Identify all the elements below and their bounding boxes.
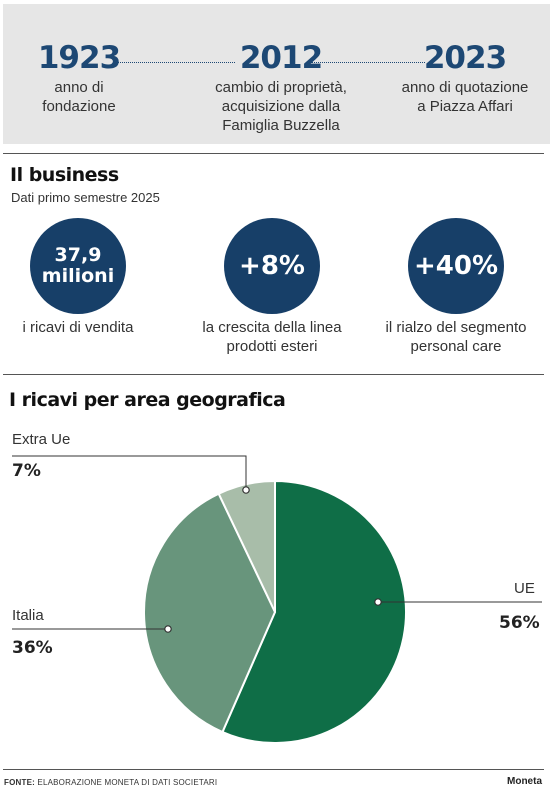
kpi-label: i ricavi di vendita — [22, 319, 134, 336]
leader-line — [12, 455, 247, 488]
timeline-year: 1923 — [37, 40, 121, 76]
slice-label-italia: Italia — [12, 607, 44, 624]
timeline-text: anno di quotazione a Piazza Affari — [401, 79, 529, 115]
pie-slice-extra-ue — [217, 479, 276, 613]
timeline-connector — [115, 62, 235, 63]
footer-brand: Moneta — [507, 776, 542, 787]
leader-dot — [242, 486, 250, 494]
kpi-value: 37,9 milioni — [30, 218, 126, 314]
kpi-growth-foreign: +8% la crescita della linea prodotti est… — [182, 218, 362, 356]
leader-dot — [374, 598, 382, 606]
timeline-text: cambio di proprietà, acquisizione dalla … — [215, 79, 347, 134]
chart-title: I ricavi per area geografica — [9, 389, 286, 411]
timeline-panel: 1923 anno di fondazione 2012 cambio di p… — [3, 4, 550, 144]
footer-source-label: FONTE: — [4, 778, 35, 787]
timeline-item: 2012 cambio di proprietà, acquisizione d… — [181, 42, 381, 135]
kpi-personal-care: +40% il rialzo del segmento personal car… — [366, 218, 546, 356]
business-subtitle: Dati primo semestre 2025 — [11, 190, 160, 205]
timeline-year: 2012 — [239, 40, 323, 76]
kpi-label: la crescita della linea prodotti esteri — [202, 319, 342, 355]
slice-value-extra-ue: 7% — [12, 461, 41, 481]
kpi-label: il rialzo del segmento personal care — [385, 319, 527, 355]
footer-divider — [3, 769, 544, 770]
section-divider — [3, 153, 544, 154]
leader-dot — [164, 625, 172, 633]
timeline-item: 2023 anno di quotazione a Piazza Affari — [385, 42, 545, 116]
kpi-value: +8% — [224, 218, 320, 314]
footer-source-text: ELABORAZIONE MONETA DI DATI SOCIETARI — [37, 778, 218, 787]
footer-source: FONTE: ELABORAZIONE MONETA DI DATI SOCIE… — [4, 778, 217, 787]
pie-slice-italia — [143, 492, 277, 734]
timeline-item: 1923 anno di fondazione — [19, 42, 139, 116]
slice-value-italia: 36% — [12, 638, 53, 658]
business-title: Il business — [10, 164, 119, 186]
pie-slice-ue — [221, 479, 407, 744]
timeline-year: 2023 — [423, 40, 507, 76]
timeline-text: anno di fondazione — [42, 79, 116, 115]
kpi-revenue: 37,9 milioni i ricavi di vendita — [0, 218, 168, 337]
slice-label-ue: UE — [514, 580, 535, 597]
kpi-value: +40% — [408, 218, 504, 314]
slice-value-ue: 56% — [499, 613, 540, 633]
timeline-connector — [311, 62, 425, 63]
slice-label-extra-ue: Extra Ue — [12, 431, 71, 448]
section-divider — [3, 374, 544, 375]
